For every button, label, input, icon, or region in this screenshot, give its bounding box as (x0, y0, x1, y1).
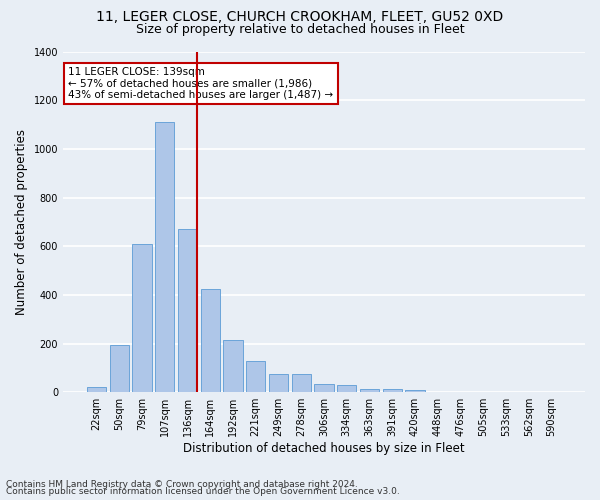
Bar (406, 390, 425, 392)
Bar (110, 345, 129, 392)
Bar (246, 360, 265, 392)
Text: Size of property relative to detached houses in Fleet: Size of property relative to detached ho… (136, 22, 464, 36)
Bar (223, 340, 242, 392)
Bar (360, 388, 379, 392)
Bar (178, 229, 197, 392)
Bar (292, 374, 311, 392)
Text: 11 LEGER CLOSE: 139sqm
← 57% of detached houses are smaller (1,986)
43% of semi-: 11 LEGER CLOSE: 139sqm ← 57% of detached… (68, 67, 334, 100)
Y-axis label: Number of detached properties: Number of detached properties (15, 129, 28, 315)
Text: Contains public sector information licensed under the Open Government Licence v3: Contains public sector information licen… (6, 487, 400, 496)
Bar (87, 388, 106, 392)
Bar (200, 289, 220, 392)
X-axis label: Distribution of detached houses by size in Fleet: Distribution of detached houses by size … (183, 442, 465, 455)
Bar (314, 384, 334, 392)
Text: 11, LEGER CLOSE, CHURCH CROOKHAM, FLEET, GU52 0XD: 11, LEGER CLOSE, CHURCH CROOKHAM, FLEET,… (97, 10, 503, 24)
Bar (155, 122, 175, 392)
Bar (132, 244, 152, 392)
Bar (337, 385, 356, 392)
Bar (383, 390, 402, 392)
Text: Contains HM Land Registry data © Crown copyright and database right 2024.: Contains HM Land Registry data © Crown c… (6, 480, 358, 489)
Bar (269, 374, 288, 392)
